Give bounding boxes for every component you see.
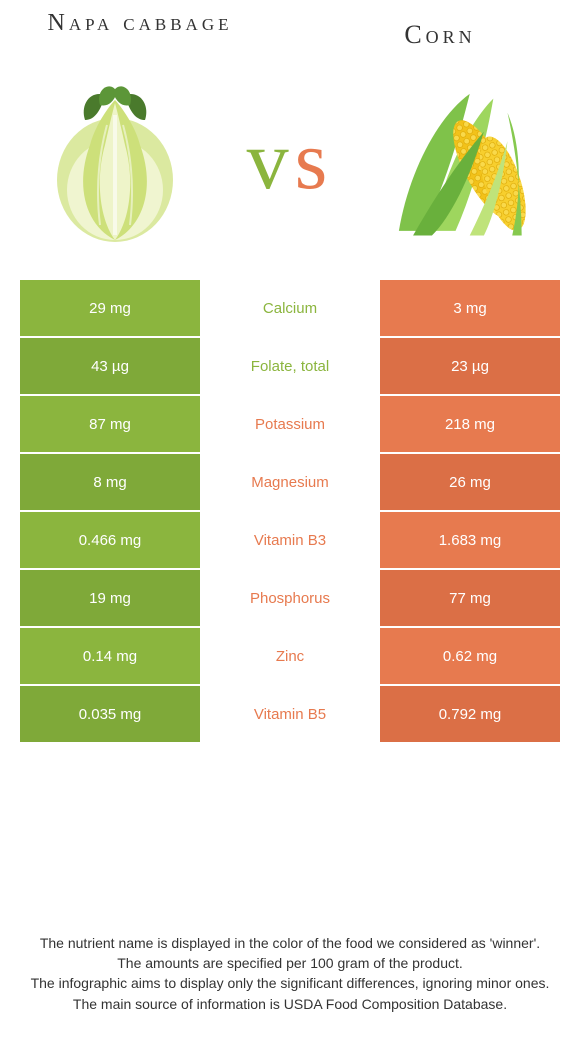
footnote-2: The amounts are specified per 100 gram o… [20, 953, 560, 973]
table-row: 19 mgPhosphorus77 mg [20, 570, 560, 626]
footnote-1: The nutrient name is displayed in the co… [20, 933, 560, 953]
right-value: 1.683 mg [380, 512, 560, 568]
left-value: 0.035 mg [20, 686, 200, 742]
left-value: 0.14 mg [20, 628, 200, 684]
table-row: 0.035 mgVitamin B50.792 mg [20, 686, 560, 742]
vs-label: vs [247, 112, 334, 209]
nutrient-table: 29 mgCalcium3 mg43 µgFolate, total23 µg8… [20, 280, 560, 742]
footnote-4: The main source of information is USDA F… [20, 994, 560, 1014]
hero: vs [0, 50, 580, 280]
table-row: 0.14 mgZinc0.62 mg [20, 628, 560, 684]
left-value: 87 mg [20, 396, 200, 452]
vs-s: s [295, 114, 334, 207]
corn-image [380, 75, 550, 245]
nutrient-label: Magnesium [200, 454, 380, 510]
right-value: 77 mg [380, 570, 560, 626]
nutrient-label: Zinc [200, 628, 380, 684]
footnotes: The nutrient name is displayed in the co… [20, 933, 560, 1014]
nutrient-label: Folate, total [200, 338, 380, 394]
table-row: 8 mgMagnesium26 mg [20, 454, 560, 510]
left-value: 0.466 mg [20, 512, 200, 568]
nutrient-label: Vitamin B5 [200, 686, 380, 742]
table-row: 87 mgPotassium218 mg [20, 396, 560, 452]
left-value: 19 mg [20, 570, 200, 626]
right-value: 0.62 mg [380, 628, 560, 684]
nutrient-label: Phosphorus [200, 570, 380, 626]
left-value: 29 mg [20, 280, 200, 336]
right-value: 3 mg [380, 280, 560, 336]
table-row: 29 mgCalcium3 mg [20, 280, 560, 336]
right-food-title: Corn [340, 10, 540, 50]
vs-v: v [247, 114, 295, 207]
table-row: 43 µgFolate, total23 µg [20, 338, 560, 394]
left-food-title: Napa cabbage [40, 10, 240, 38]
nutrient-label: Vitamin B3 [200, 512, 380, 568]
header: Napa cabbage Corn [0, 0, 580, 50]
right-value: 26 mg [380, 454, 560, 510]
napa-cabbage-image [30, 75, 200, 245]
right-value: 218 mg [380, 396, 560, 452]
nutrient-label: Calcium [200, 280, 380, 336]
left-value: 43 µg [20, 338, 200, 394]
footnote-3: The infographic aims to display only the… [20, 973, 560, 993]
nutrient-label: Potassium [200, 396, 380, 452]
left-value: 8 mg [20, 454, 200, 510]
right-value: 23 µg [380, 338, 560, 394]
right-value: 0.792 mg [380, 686, 560, 742]
table-row: 0.466 mgVitamin B31.683 mg [20, 512, 560, 568]
